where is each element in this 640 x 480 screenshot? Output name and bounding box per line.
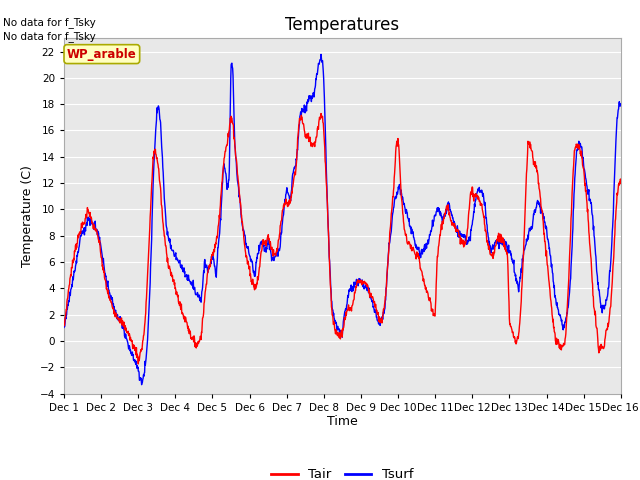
Text: WP_arable: WP_arable — [67, 48, 137, 60]
Title: Temperatures: Temperatures — [285, 16, 399, 34]
Y-axis label: Temperature (C): Temperature (C) — [21, 165, 34, 267]
Text: No data for f_Tsky: No data for f_Tsky — [3, 31, 96, 42]
Legend: Tair, Tsurf: Tair, Tsurf — [266, 463, 419, 480]
X-axis label: Time: Time — [327, 415, 358, 429]
Text: No data for f_Tsky: No data for f_Tsky — [3, 17, 96, 28]
